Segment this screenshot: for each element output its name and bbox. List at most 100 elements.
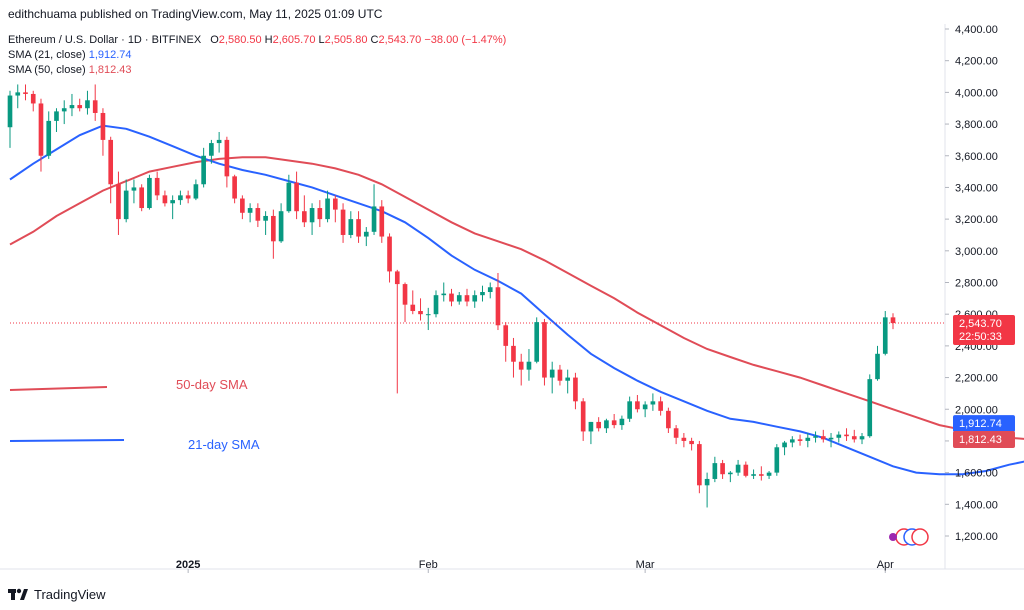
event-flags-icon[interactable] (889, 528, 929, 546)
candle-body (278, 211, 284, 242)
sma21-price-tag-text: 1,912.74 (959, 418, 1002, 430)
candle-body (123, 190, 129, 220)
sma50-legend-row[interactable]: SMA (50, close) 1,812.43 (8, 63, 506, 78)
candle-body (480, 292, 485, 296)
candle-body (820, 436, 826, 440)
candle-body (286, 182, 292, 212)
chart-area[interactable]: 4,400.00 4,200.00 4,000.00 3,800.00 3,600.00… (0, 24, 1024, 579)
candle-body (573, 377, 578, 402)
last-price-tag-text: 2,543.70 (959, 318, 1002, 330)
price-tick-label: 1,200.00 (955, 531, 998, 543)
price-tick-label: 3,400.00 (955, 182, 998, 194)
candle-body (108, 139, 114, 185)
candle-body (511, 345, 516, 362)
candle-body (402, 284, 408, 305)
candle-body (774, 447, 780, 473)
candle-body (588, 421, 594, 432)
time-tick-label: Feb (419, 559, 438, 571)
price-tick-label: 4,200.00 (955, 56, 998, 68)
candle-body (580, 401, 586, 432)
candle-body (642, 404, 648, 410)
candle-body (379, 206, 385, 237)
candle-body (875, 353, 880, 380)
candle-body (387, 236, 392, 272)
candle-body (495, 287, 501, 326)
candle-body (542, 322, 547, 378)
sma50-price-tag-text: 1,812.43 (959, 434, 1002, 446)
sma50-legend-value: 1,812.43 (88, 64, 132, 76)
candle-body (271, 215, 276, 242)
candle-body (503, 325, 509, 346)
candle-body (131, 187, 137, 191)
footer: TradingView (8, 584, 106, 604)
candle-body (294, 182, 299, 212)
sma21-annotation-label: 21-day SMA (188, 437, 260, 452)
publisher-line: edithchuama published on TradingView.com… (8, 7, 382, 21)
candle-body (557, 369, 563, 381)
candle-body (751, 474, 756, 476)
symbol-name[interactable]: Ethereum / U.S. Dollar · 1D · BITFINEX (8, 34, 202, 46)
sma21-legend-label: SMA (21, close) (8, 49, 86, 61)
symbol-row: Ethereum / U.S. Dollar · 1D · BITFINEX O… (8, 33, 506, 48)
candle-body (232, 176, 237, 199)
candle-body (813, 436, 818, 438)
candle-body (162, 195, 168, 204)
candle-body (30, 93, 36, 104)
candle-body (604, 420, 609, 429)
candle-body (433, 295, 439, 315)
last-price-tag-text: 22:50:33 (959, 331, 1002, 343)
candle-body (666, 410, 671, 429)
candle-body (61, 108, 67, 112)
candle-body (681, 437, 687, 441)
candle-body (154, 177, 160, 196)
sma50-annotation-line (9, 386, 108, 391)
candle-body (410, 304, 416, 312)
candle-body (178, 195, 183, 201)
candle-body (209, 143, 214, 156)
candle-body (302, 211, 307, 223)
candle-body (549, 369, 555, 378)
candle-body (735, 464, 741, 473)
candle-body (309, 208, 315, 223)
close-value: 2,543.70 (378, 34, 422, 46)
candle-body (658, 401, 663, 411)
sma50-price-tag-bg (953, 430, 1015, 448)
price-tick-label: 1,600.00 (955, 468, 998, 480)
candle-body (418, 311, 423, 315)
candle-body (147, 177, 152, 209)
sma21-legend-row[interactable]: SMA (21, close) 1,912.74 (8, 48, 506, 63)
price-chart[interactable]: 4,400.00 4,200.00 4,000.00 3,800.00 3,600.00… (0, 24, 1024, 579)
price-tick-label: 4,400.00 (955, 24, 998, 36)
candle-body (425, 314, 431, 316)
time-tick-label: Mar (636, 559, 655, 571)
candle-body (526, 361, 532, 370)
price-tick-label: 3,800.00 (955, 119, 998, 131)
candle-body (77, 105, 83, 109)
price-axis: 4,400.00 4,200.00 4,000.00 3,800.00 3,600.00… (945, 24, 998, 543)
sma21-line (9, 124, 1024, 476)
candle-body (23, 92, 28, 94)
candle-body (844, 434, 849, 437)
price-tick-label: 2,800.00 (955, 278, 998, 290)
price-tick-label: 2,000.00 (955, 404, 998, 416)
candle-body (255, 208, 261, 221)
candle-body (7, 95, 13, 128)
candle-body (193, 184, 199, 199)
candle-body (216, 139, 222, 144)
candle-body (805, 437, 811, 441)
open-label: O (210, 34, 219, 46)
candle-body (697, 444, 702, 486)
candle-body (720, 463, 725, 475)
tradingview-logo-icon[interactable] (8, 587, 28, 601)
candle-body (170, 200, 175, 204)
candle-body (348, 219, 354, 235)
candle-body (139, 187, 144, 209)
candle-body (782, 442, 787, 448)
candle-body (611, 420, 617, 426)
candle-body (704, 478, 710, 486)
price-tick-label: 4,000.00 (955, 87, 998, 99)
chart-legend: Ethereum / U.S. Dollar · 1D · BITFINEX O… (8, 33, 506, 78)
candle-body (596, 421, 601, 429)
brand-name[interactable]: TradingView (34, 586, 106, 602)
